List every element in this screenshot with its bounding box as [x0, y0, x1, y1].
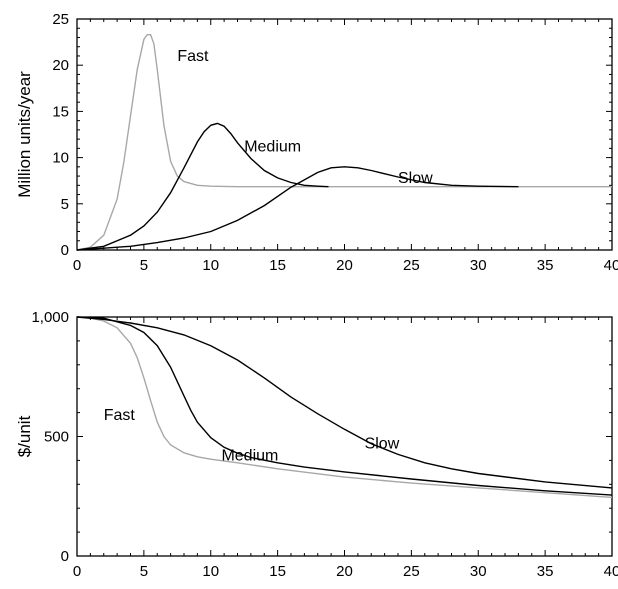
cost-x-tick-label: 10	[202, 563, 219, 580]
production-x-tick-label: 0	[73, 257, 81, 274]
cost-x-tick-label: 20	[336, 563, 353, 580]
production-x-tick-label: 30	[470, 257, 487, 274]
production-x-tick-label: 40	[604, 257, 618, 274]
cost-series-medium-label: Medium	[221, 448, 278, 465]
cost-series-medium-line	[76, 316, 613, 496]
cost-x-tick-label: 40	[604, 563, 618, 580]
production-x-tick-label: 20	[336, 257, 353, 274]
cost-series-fast-line	[76, 316, 613, 499]
production-series-medium-label: Medium	[244, 139, 301, 156]
cost-x-tick-label: 30	[470, 563, 487, 580]
cost-series-fast-label: Fast	[104, 407, 136, 424]
cost-y-tick-label: 1,000	[31, 309, 69, 326]
production-series-medium-line	[76, 122, 329, 251]
production-y-tick-label: 20	[52, 57, 69, 74]
cost-y-tick-label: 0	[61, 548, 69, 565]
production-y-tick-label: 5	[61, 196, 69, 213]
production-x-tick-label: 25	[403, 257, 420, 274]
production-y-axis-label: Million units/year	[15, 71, 34, 198]
cost-x-tick-label: 35	[537, 563, 554, 580]
cost-y-tick-label: 500	[44, 429, 69, 446]
cost-x-tick-label: 25	[403, 563, 420, 580]
production-series-slow-line	[76, 166, 519, 251]
production-x-tick-label: 5	[140, 257, 148, 274]
cost-plot-frame	[76, 316, 613, 557]
cost-y-axis-label: $/unit	[15, 415, 34, 457]
cost-series-slow-label: Slow	[365, 436, 400, 453]
bottom-panel-cost: 0 5 10 15 20 25 30 35 40 0 500 1,000 $/unit Fast Mediu…	[15, 309, 618, 580]
production-series-slow-label: Slow	[398, 170, 433, 187]
production-x-tick-label: 15	[269, 257, 286, 274]
production-y-tick-label: 25	[52, 11, 69, 28]
cost-x-tick-label: 0	[73, 563, 81, 580]
production-x-tick-label: 35	[537, 257, 554, 274]
production-plot-frame	[76, 18, 613, 251]
production-y-tick-label: 10	[52, 150, 69, 167]
production-x-tick-label: 10	[202, 257, 219, 274]
cost-series-slow-line	[76, 316, 613, 489]
cost-x-tick-label: 15	[269, 563, 286, 580]
cost-x-tick-label: 5	[140, 563, 148, 580]
production-series-fast-label: Fast	[177, 48, 209, 65]
top-panel-production: 0 5 10 15 20 25 30 35 40 0 5 10 15 20 25 Million units/…	[15, 11, 618, 274]
production-y-tick-label: 15	[52, 103, 69, 120]
production-series-fast-line	[76, 34, 612, 251]
production-y-tick-label: 0	[61, 242, 69, 259]
